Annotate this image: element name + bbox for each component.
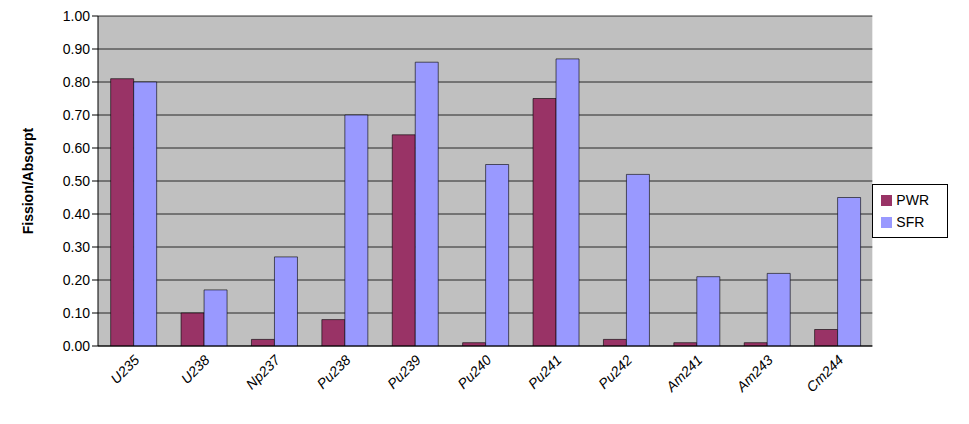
svg-text:0.30: 0.30 xyxy=(63,239,90,255)
svg-text:Am243: Am243 xyxy=(733,352,777,396)
svg-text:Am241: Am241 xyxy=(662,352,705,395)
svg-text:Pu240: Pu240 xyxy=(454,352,494,392)
svg-text:0.80: 0.80 xyxy=(63,74,90,90)
svg-text:Np237: Np237 xyxy=(243,351,284,392)
svg-text:0.90: 0.90 xyxy=(63,41,90,57)
svg-text:Pu239: Pu239 xyxy=(384,352,424,392)
svg-text:Pu242: Pu242 xyxy=(595,352,635,392)
html-text:SFR: SFR xyxy=(896,213,925,230)
svg-text:0.60: 0.60 xyxy=(63,140,90,156)
html-text:PWR: PWR xyxy=(896,191,929,208)
svg-text:1.00: 1.00 xyxy=(63,8,90,24)
svg-text:Fission/Absorpt: Fission/Absorpt xyxy=(20,127,36,234)
svg-text:0.20: 0.20 xyxy=(63,272,90,288)
svg-text:0.00: 0.00 xyxy=(63,338,90,354)
svg-text:Pu241: Pu241 xyxy=(525,352,565,392)
svg-text:Pu238: Pu238 xyxy=(314,352,354,392)
svg-text:0.70: 0.70 xyxy=(63,107,90,123)
svg-text:U235: U235 xyxy=(107,352,142,387)
svg-text:0.10: 0.10 xyxy=(63,305,90,321)
svg-text:U238: U238 xyxy=(178,352,213,387)
svg-text:0.40: 0.40 xyxy=(63,206,90,222)
svg-text:0.50: 0.50 xyxy=(63,173,90,189)
svg-text:Cm244: Cm244 xyxy=(803,352,846,395)
